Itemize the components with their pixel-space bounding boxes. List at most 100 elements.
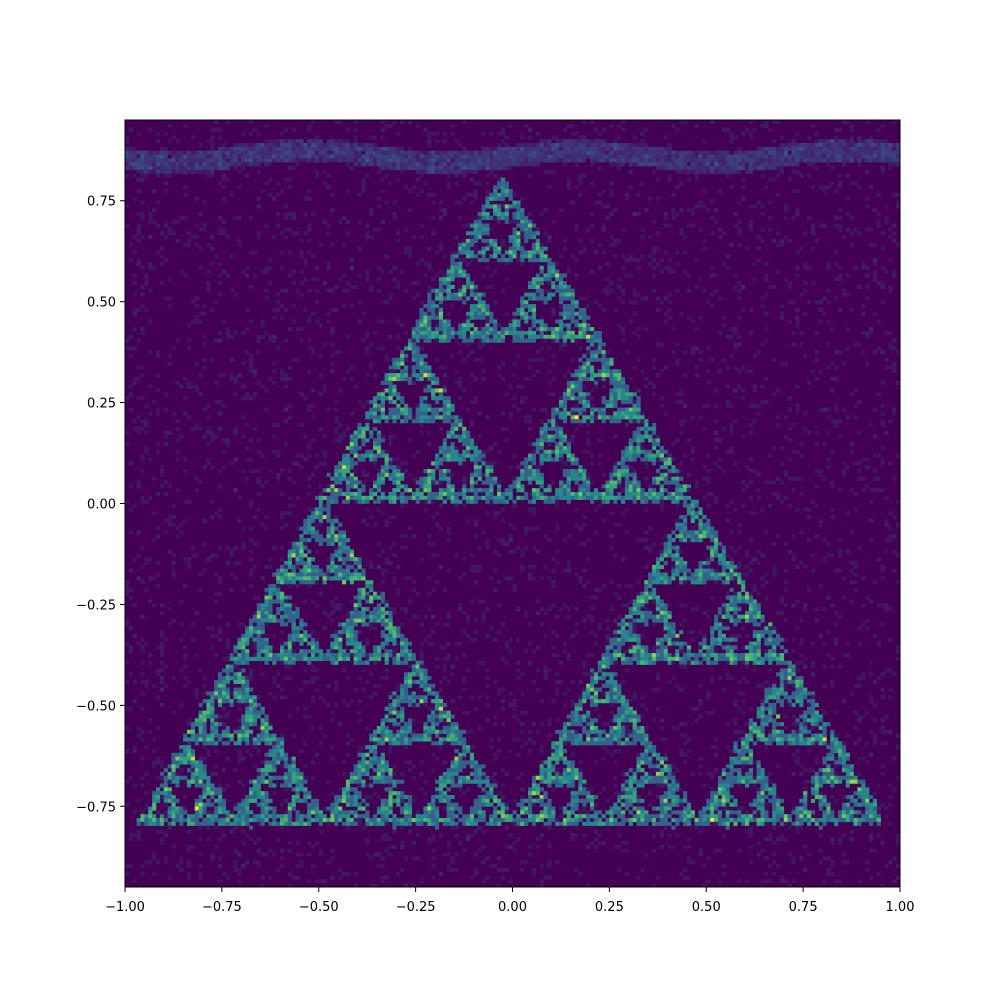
heatmap-cell	[485, 231, 490, 236]
heatmap-cell	[473, 327, 478, 332]
heatmap-cell	[803, 154, 808, 159]
heatmap-cell	[380, 300, 385, 305]
heatmap-cell	[477, 468, 482, 474]
heatmap-cell	[582, 376, 587, 382]
heatmap-cell	[264, 265, 269, 270]
heatmap-cell	[698, 357, 703, 362]
heatmap-cell	[570, 338, 575, 343]
heatmap-cell	[535, 327, 540, 332]
heatmap-cell	[431, 192, 436, 197]
heatmap-cell	[446, 181, 451, 186]
heatmap-cell	[361, 438, 366, 443]
heatmap-cell	[233, 158, 238, 163]
heatmap-cell	[388, 476, 393, 481]
heatmap-cell	[175, 162, 180, 167]
heatmap-cell	[144, 307, 149, 313]
heatmap-cell	[601, 146, 606, 151]
heatmap-cell	[411, 495, 416, 500]
heatmap-cell	[249, 457, 254, 462]
heatmap-cell	[593, 139, 599, 144]
heatmap-cell	[419, 235, 424, 240]
heatmap-cell	[737, 369, 742, 374]
heatmap-cell	[322, 488, 327, 493]
heatmap-cell	[791, 342, 796, 347]
heatmap-cell	[187, 415, 192, 420]
heatmap-cell	[826, 265, 831, 270]
heatmap-cell	[539, 453, 544, 458]
heatmap-cell	[334, 139, 339, 144]
heatmap-cell	[167, 227, 172, 232]
heatmap-cell	[477, 258, 482, 263]
heatmap-cell	[419, 353, 424, 359]
heatmap-cell	[125, 346, 130, 351]
heatmap-cell	[520, 304, 525, 309]
heatmap-cell	[442, 296, 447, 301]
heatmap-cell	[555, 277, 560, 282]
heatmap-cell	[799, 342, 804, 347]
heatmap-cell	[694, 173, 699, 178]
heatmap-cell	[644, 162, 649, 167]
heatmap-cell	[768, 284, 773, 290]
heatmap-cell	[830, 139, 835, 144]
heatmap-cell	[880, 350, 885, 355]
heatmap-cell	[376, 403, 382, 408]
heatmap-cell	[659, 403, 664, 408]
heatmap-cell	[198, 426, 203, 431]
heatmap-cell	[570, 131, 575, 136]
heatmap-cell	[814, 430, 819, 435]
heatmap-cell	[446, 434, 451, 439]
heatmap-cell	[679, 120, 684, 125]
heatmap-cell	[593, 492, 599, 497]
heatmap-cell	[849, 139, 854, 144]
heatmap-cell	[295, 143, 300, 148]
heatmap-cell	[876, 319, 881, 324]
heatmap-cell	[307, 407, 312, 412]
heatmap-cell	[617, 369, 622, 374]
heatmap-cell	[202, 304, 207, 309]
heatmap-cell	[307, 484, 312, 489]
heatmap-cell	[597, 192, 602, 197]
heatmap-cell	[520, 235, 525, 240]
heatmap-cell	[748, 227, 754, 232]
heatmap-cell	[733, 162, 738, 167]
heatmap-cell	[504, 143, 509, 148]
heatmap-cell	[729, 353, 734, 359]
heatmap-cell	[446, 330, 451, 336]
heatmap-cell	[330, 143, 335, 148]
heatmap-cell	[295, 139, 300, 144]
heatmap-cell	[264, 223, 269, 228]
heatmap-cell	[578, 384, 583, 389]
heatmap-cell	[415, 488, 420, 493]
heatmap-cell	[675, 392, 680, 397]
heatmap-cell	[609, 472, 614, 477]
heatmap-cell	[473, 288, 478, 293]
heatmap-cell	[291, 127, 296, 132]
heatmap-cell	[617, 277, 622, 282]
heatmap-cell	[136, 415, 141, 420]
heatmap-cell	[539, 449, 544, 454]
heatmap-cell	[469, 311, 475, 316]
heatmap-cell	[466, 315, 471, 320]
heatmap-cell	[582, 407, 587, 412]
heatmap-cell	[636, 388, 641, 393]
heatmap-cell	[593, 407, 599, 412]
heatmap-cell	[566, 488, 571, 493]
heatmap-cell	[307, 445, 312, 451]
heatmap-cell	[737, 296, 742, 301]
heatmap-cell	[349, 146, 354, 151]
heatmap-cell	[334, 154, 339, 159]
heatmap-cell	[477, 296, 482, 301]
heatmap-cell	[400, 162, 405, 167]
heatmap-cell	[431, 150, 436, 155]
heatmap-cell	[675, 492, 680, 497]
heatmap-cell	[562, 449, 568, 454]
heatmap-cell	[690, 445, 695, 451]
heatmap-cell	[291, 143, 296, 148]
heatmap-cell	[140, 453, 145, 458]
heatmap-cell	[322, 181, 327, 186]
heatmap-cell	[551, 284, 556, 290]
heatmap-cell	[179, 215, 184, 221]
heatmap-cell	[566, 292, 571, 297]
heatmap-cell	[221, 173, 227, 178]
heatmap-cell	[469, 307, 475, 313]
